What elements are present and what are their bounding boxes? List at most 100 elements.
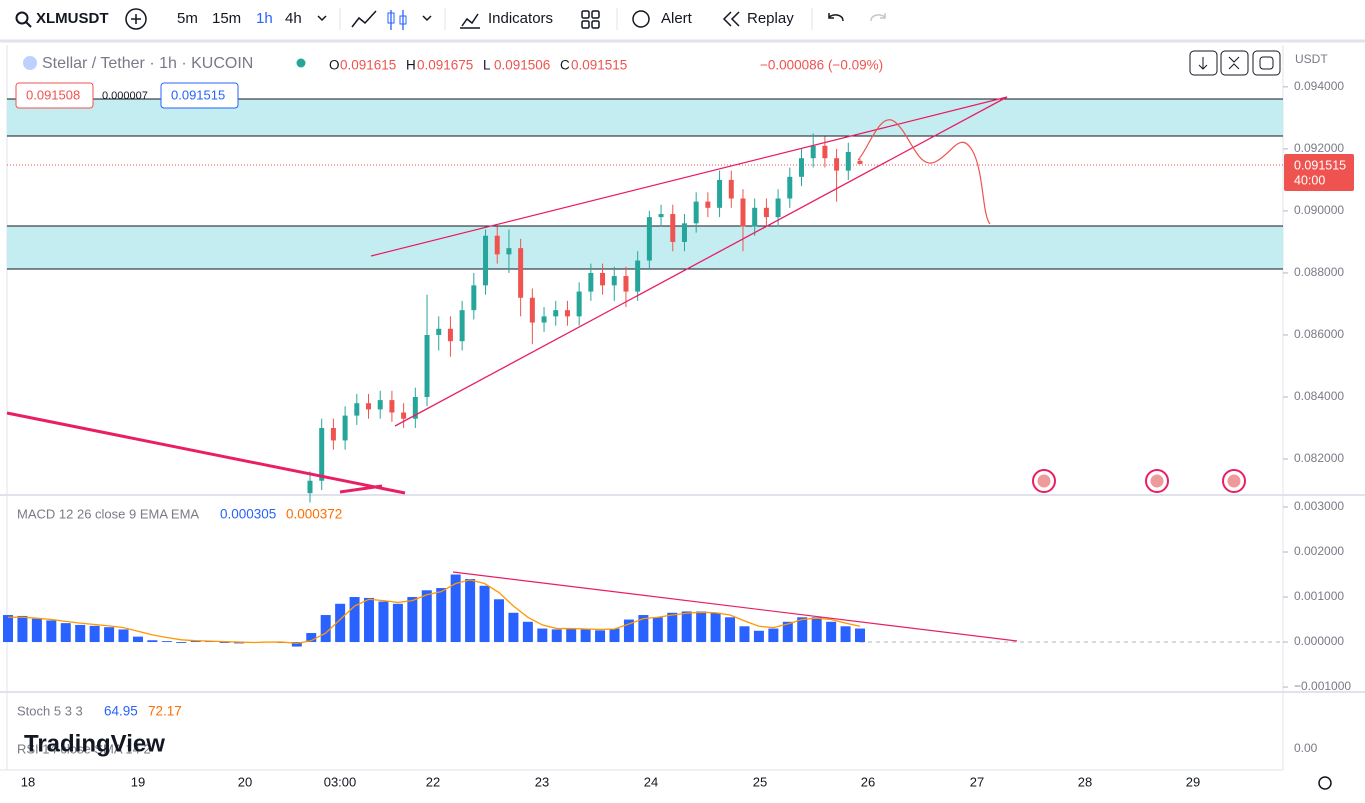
y-tick-label: 0.092000 bbox=[1294, 141, 1344, 155]
interval-active[interactable]: 1h bbox=[256, 10, 273, 27]
candle-body bbox=[635, 260, 641, 292]
layouts-icon[interactable] bbox=[581, 10, 600, 29]
candle-body bbox=[366, 403, 372, 410]
histogram-bar bbox=[465, 579, 476, 643]
price-label bbox=[1284, 154, 1354, 191]
wedge-upper bbox=[370, 96, 1008, 257]
candle-body bbox=[834, 158, 840, 171]
y-tick-label: −0.001000 bbox=[1294, 679, 1351, 693]
chart-type[interactable] bbox=[351, 10, 377, 28]
redo[interactable] bbox=[870, 13, 886, 22]
pane-buttons[interactable] bbox=[1189, 50, 1281, 76]
candle-body bbox=[377, 400, 383, 410]
bid-box[interactable] bbox=[15, 82, 94, 109]
replay-icon[interactable] bbox=[722, 11, 740, 27]
x-tick-label: 03:00 bbox=[324, 774, 357, 789]
candle-body bbox=[483, 235, 489, 286]
candle-body bbox=[529, 297, 535, 323]
y-tick-label: 0.090000 bbox=[1294, 203, 1344, 217]
candle-body bbox=[518, 248, 524, 298]
alert-button[interactable]: Alert bbox=[661, 10, 693, 27]
chevron[interactable] bbox=[422, 15, 432, 22]
histogram-bar bbox=[623, 619, 634, 643]
y-tick-label: 0.084000 bbox=[1294, 389, 1344, 403]
candle-body bbox=[412, 396, 418, 419]
histogram-bar bbox=[421, 590, 432, 643]
histogram-bar bbox=[797, 617, 808, 643]
stoch-title: Stoch 5 3 3 bbox=[17, 703, 83, 718]
toolbar bbox=[0, 0, 1365, 40]
histogram-bar bbox=[580, 629, 591, 643]
histogram-bar bbox=[219, 642, 230, 643]
interval[interactable]: 4h bbox=[285, 10, 302, 27]
currency[interactable]: USDT bbox=[1295, 52, 1328, 66]
y-tick-label: 0.086000 bbox=[1294, 327, 1344, 341]
x-tick-label: 19 bbox=[131, 774, 145, 789]
histogram-bar bbox=[508, 612, 519, 643]
interval[interactable]: 5m bbox=[177, 10, 198, 27]
market-status bbox=[296, 58, 306, 68]
x-tick-label: 28 bbox=[1078, 774, 1092, 789]
add-symbol[interactable] bbox=[125, 8, 147, 30]
symbol-logo bbox=[23, 56, 37, 70]
candle-body bbox=[330, 428, 336, 441]
histogram-bar bbox=[118, 629, 129, 643]
bid: 0.091508 bbox=[26, 87, 80, 102]
x-tick-label: 29 bbox=[1186, 774, 1200, 789]
candle-body bbox=[494, 235, 500, 255]
histogram-bar bbox=[320, 615, 331, 643]
alert-icon[interactable] bbox=[632, 10, 650, 28]
series-title: Stellar / Tether · 1h · KUCOIN bbox=[42, 55, 253, 72]
histogram-bar bbox=[60, 623, 71, 643]
candle-body bbox=[775, 198, 781, 218]
candle-body bbox=[717, 179, 723, 208]
candle-body bbox=[354, 403, 360, 416]
candle-body bbox=[810, 145, 816, 159]
histogram-bar bbox=[450, 574, 461, 643]
candle-body bbox=[459, 310, 465, 342]
indicators-icon[interactable] bbox=[460, 13, 480, 29]
event-flags bbox=[1032, 469, 1246, 493]
candle-body bbox=[693, 201, 699, 224]
ohlc-value: 0.091515 bbox=[571, 58, 627, 73]
candle-body bbox=[588, 272, 594, 292]
replay-button[interactable]: Replay bbox=[747, 10, 794, 27]
symbol[interactable]: XLMUSDT bbox=[36, 10, 109, 27]
histogram-bar bbox=[493, 599, 504, 643]
candle-body bbox=[611, 276, 617, 286]
rsi-tick: 0.00 bbox=[1294, 741, 1318, 755]
candle-body bbox=[798, 158, 804, 177]
signal-line bbox=[8, 579, 861, 645]
histogram-bar bbox=[609, 628, 620, 643]
histogram-bar bbox=[176, 642, 187, 643]
trend-line bbox=[6, 411, 406, 495]
histogram-bar bbox=[364, 597, 375, 643]
wedge-lower bbox=[394, 96, 1008, 427]
histogram-bar bbox=[349, 597, 360, 643]
x-tick-label: 25 bbox=[753, 774, 767, 789]
ohlc-letter: L bbox=[483, 58, 491, 73]
histogram-bar bbox=[89, 625, 100, 643]
settings[interactable] bbox=[1318, 776, 1332, 790]
histogram-bar bbox=[522, 621, 533, 643]
ask-box[interactable] bbox=[160, 82, 239, 109]
histogram-bar bbox=[335, 603, 346, 643]
histogram-bar bbox=[147, 640, 158, 643]
candle-body bbox=[576, 291, 582, 317]
indicators-button[interactable]: Indicators bbox=[488, 10, 553, 27]
search-icon[interactable] bbox=[15, 11, 29, 25]
histogram-bar bbox=[725, 617, 736, 643]
histogram-bar bbox=[652, 617, 663, 643]
candle-body bbox=[658, 214, 664, 218]
chevron[interactable] bbox=[317, 15, 327, 22]
undo[interactable] bbox=[828, 13, 844, 22]
interval[interactable]: 15m bbox=[212, 10, 241, 27]
histogram-bar bbox=[739, 626, 750, 643]
candle-body bbox=[564, 310, 570, 317]
candle-icon bbox=[399, 15, 407, 25]
macd-value: 0.000305 bbox=[220, 507, 276, 522]
candle-body bbox=[447, 328, 453, 342]
candle-body bbox=[471, 285, 477, 311]
candle-body bbox=[670, 214, 676, 242]
